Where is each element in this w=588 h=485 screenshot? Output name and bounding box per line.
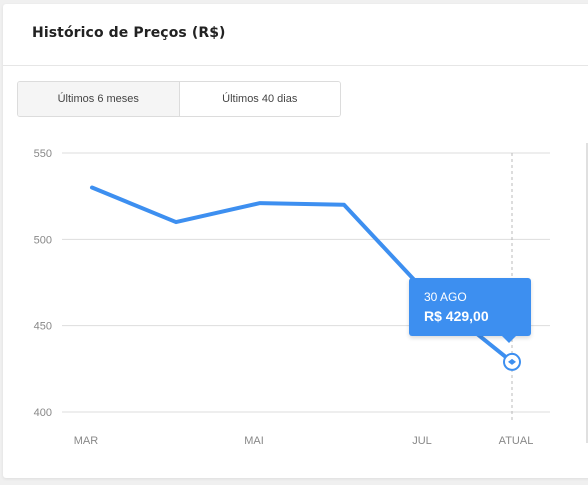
x-tick-label: JUL: [412, 435, 432, 447]
tooltip-price: R$ 429,00: [424, 308, 489, 324]
adjacent-panel-edge: [586, 143, 588, 443]
x-tick-label: MAR: [74, 435, 99, 447]
x-tick-label: ATUAL: [499, 435, 534, 447]
card-title: Histórico de Preços (R$): [32, 25, 226, 41]
y-tick-label: 450: [34, 321, 52, 333]
period-tabs: Últimos 6 meses Últimos 40 dias: [17, 81, 341, 117]
y-tick-label: 400: [34, 407, 52, 419]
tooltip-date: 30 AGO: [424, 290, 467, 304]
y-tick-label: 550: [34, 148, 52, 160]
highlight-point-marker-icon: [508, 358, 516, 365]
tab-40-days[interactable]: Últimos 40 dias: [179, 82, 340, 116]
card-header: Histórico de Preços (R$): [3, 4, 588, 66]
tab-6-months[interactable]: Últimos 6 meses: [18, 82, 180, 116]
y-tick-label: 500: [34, 234, 52, 246]
x-tick-label: MAI: [244, 435, 264, 447]
price-tooltip: 30 AGO R$ 429,00: [409, 278, 531, 343]
price-history-card: Histórico de Preços (R$) Últimos 6 meses…: [3, 4, 588, 478]
